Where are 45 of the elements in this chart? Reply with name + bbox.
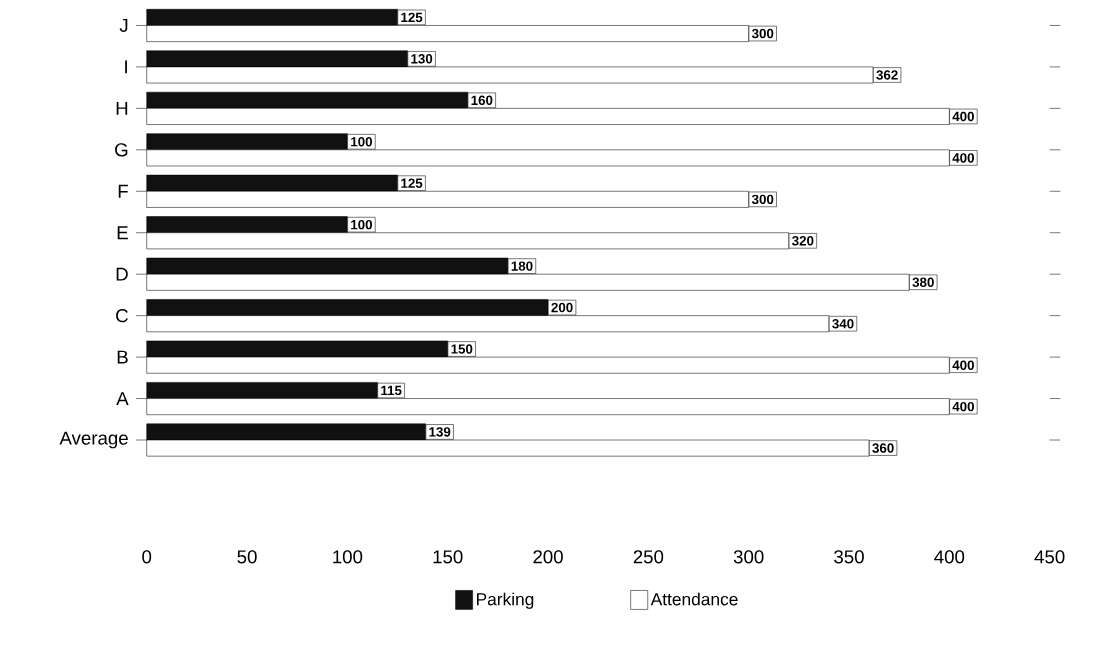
- data-label: 380: [912, 277, 934, 288]
- data-label: 160: [471, 95, 493, 106]
- y-tick-label: A: [116, 392, 129, 406]
- data-label: 400: [952, 111, 974, 122]
- legend-label: Parking: [477, 592, 534, 609]
- data-label: 125: [401, 178, 423, 188]
- x-tick-label: 0: [142, 550, 152, 564]
- data-label: 400: [952, 153, 974, 163]
- y-tick-label: I: [125, 60, 127, 74]
- x-tick-label: 250: [633, 550, 664, 564]
- x-tick-label: 350: [834, 550, 864, 564]
- y-tick-label: D: [116, 267, 128, 281]
- x-tick-label: 100: [333, 550, 363, 564]
- data-label: 400: [952, 360, 974, 370]
- x-tick-label: 300: [733, 550, 764, 564]
- data-label: 139: [429, 427, 451, 437]
- x-tick-label: 450: [1034, 550, 1065, 564]
- data-label: 150: [451, 344, 473, 354]
- y-tick-label: E: [117, 226, 128, 240]
- data-label: 180: [511, 261, 533, 271]
- data-label: 300: [751, 28, 774, 39]
- data-label: 300: [751, 194, 774, 205]
- y-tick-label: B: [117, 350, 128, 364]
- data-label: 115: [381, 385, 402, 396]
- y-tick-label: H: [116, 102, 128, 115]
- x-tick-label: 200: [533, 550, 563, 564]
- data-label: 400: [952, 401, 974, 412]
- data-label: 100: [351, 220, 373, 230]
- y-tick-label: J: [119, 19, 128, 33]
- data-label: 125: [401, 12, 423, 23]
- legend-label: Attendance: [650, 592, 738, 606]
- data-label: 360: [872, 443, 894, 453]
- y-tick-label: C: [116, 309, 128, 323]
- y-tick-label: G: [115, 143, 128, 157]
- data-label: 130: [411, 54, 433, 64]
- data-label: 200: [551, 302, 573, 313]
- y-tick-label: F: [118, 184, 128, 198]
- x-tick-label: 50: [237, 550, 257, 564]
- data-label: 362: [876, 70, 898, 80]
- x-tick-label: 150: [433, 550, 463, 564]
- data-label: 340: [832, 319, 854, 329]
- data-label: 320: [792, 236, 814, 246]
- x-tick-label: 400: [934, 550, 965, 564]
- data-label: 100: [351, 137, 373, 147]
- y-tick-label: Average: [59, 431, 128, 449]
